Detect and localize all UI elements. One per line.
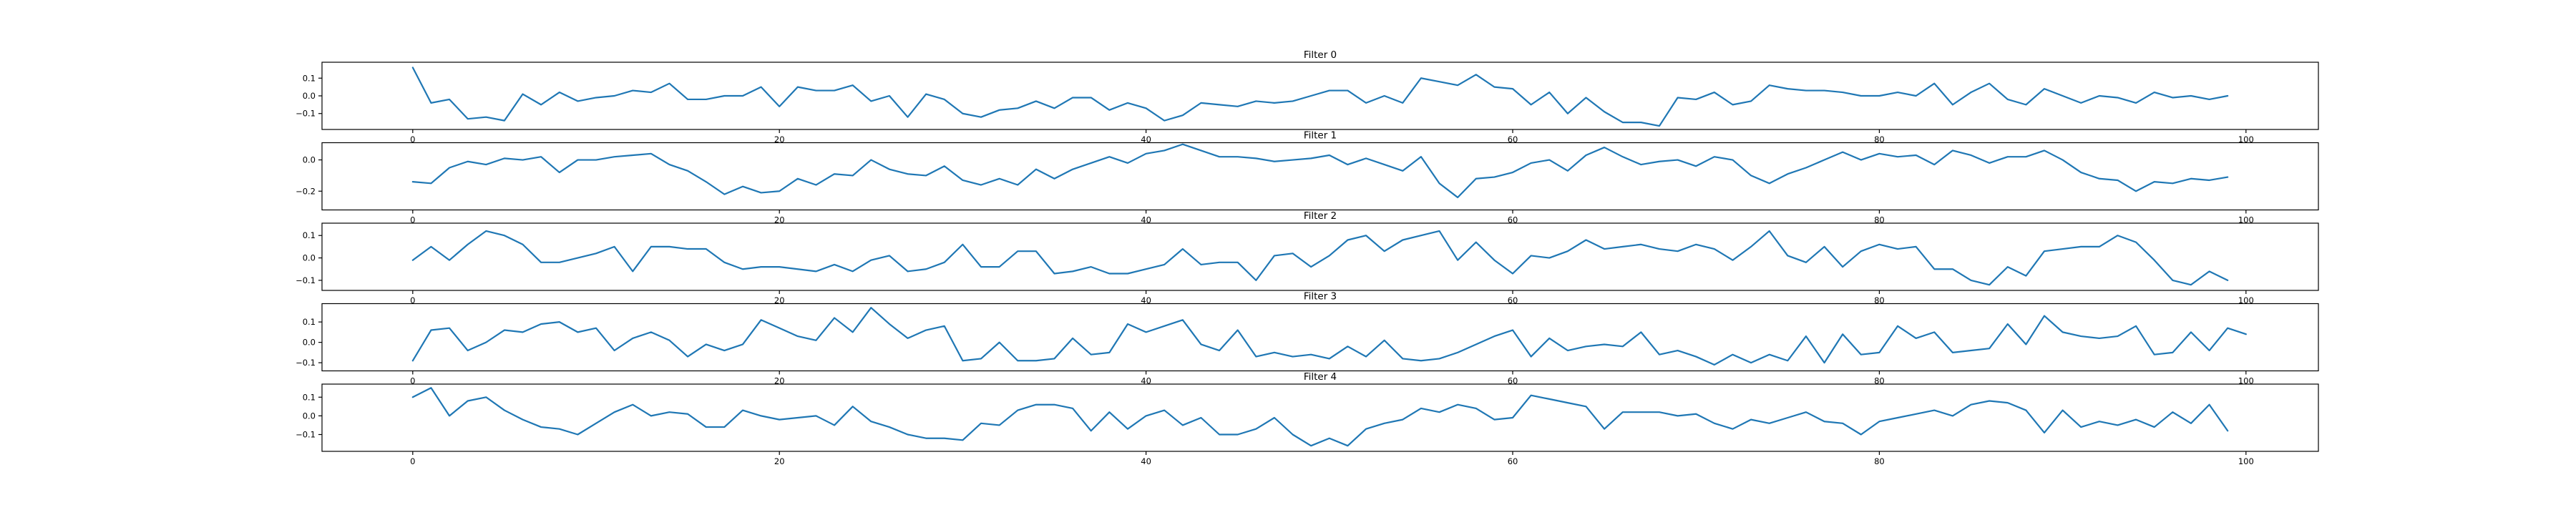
y-tick-label-0-1: 0.0 (303, 91, 316, 101)
x-tick-label-4-0: 0 (410, 456, 415, 466)
x-tick-label-3-0: 0 (410, 376, 415, 386)
x-tick-label-4-1: 20 (774, 456, 785, 466)
series-line-3-0 (411, 307, 2247, 366)
y-tick-label-1-0: 0.0 (303, 155, 316, 165)
axes-frame-1 (321, 142, 2319, 211)
x-tick-label-1-2: 40 (1141, 215, 1151, 225)
x-tick-label-3-1: 20 (774, 376, 785, 386)
y-tick-label-3-0: 0.1 (303, 317, 316, 327)
y-tick-label-2-2: −0.1 (296, 275, 316, 285)
x-tick-label-2-3: 60 (1508, 295, 1518, 305)
y-tick-label-2-0: 0.1 (303, 230, 316, 240)
series-line-4-0 (411, 387, 2229, 447)
chart-panel-3: Filter 3 0 20 40 60 80 100 0.1 0.0 −0.1 (296, 291, 2319, 386)
x-tick-label-0-1: 20 (774, 134, 785, 144)
x-tick-label-2-0: 0 (410, 295, 415, 305)
chart-title-4: Filter 4 (1304, 371, 1337, 383)
chart-panel-0: Filter 0 0 20 40 60 80 100 0.1 0.0 −0.1 (296, 49, 2319, 144)
x-tick-label-4-3: 60 (1508, 456, 1518, 466)
x-tick-label-0-2: 40 (1141, 134, 1151, 144)
chart-title-1: Filter 1 (1304, 130, 1337, 142)
x-tick-label-2-1: 20 (774, 295, 785, 305)
y-tick-label-4-1: 0.0 (303, 411, 316, 421)
x-tick-label-4-4: 80 (1874, 456, 1885, 466)
x-tick-label-2-2: 40 (1141, 295, 1151, 305)
axes-frame-2 (321, 222, 2319, 291)
y-tick-label-4-0: 0.1 (303, 392, 316, 402)
y-tick-label-0-0: 0.1 (303, 73, 316, 83)
chart-title-0: Filter 0 (1304, 49, 1337, 61)
x-tick-label-2-4: 80 (1874, 295, 1885, 305)
x-tick-label-1-4: 80 (1874, 215, 1885, 225)
y-tick-label-1-1: −0.2 (296, 186, 316, 196)
chart-title-3: Filter 3 (1304, 291, 1337, 303)
axes-frame-3 (321, 303, 2319, 372)
x-tick-label-1-1: 20 (774, 215, 785, 225)
axes-frame-0 (321, 62, 2319, 130)
series-line-0-0 (411, 67, 2229, 127)
chart-panel-2: Filter 2 0 20 40 60 80 100 0.1 0.0 −0.1 (296, 210, 2319, 305)
x-tick-label-1-5: 100 (2238, 215, 2254, 225)
x-tick-label-3-5: 100 (2238, 376, 2254, 386)
x-tick-label-1-3: 60 (1508, 215, 1518, 225)
series-line-2-0 (411, 230, 2229, 286)
x-tick-label-3-4: 80 (1874, 376, 1885, 386)
x-tick-label-3-2: 40 (1141, 376, 1151, 386)
chart-panel-1: Filter 1 0 20 40 60 80 100 0.0 −0.2 (296, 130, 2319, 225)
y-tick-label-2-1: 0.0 (303, 253, 316, 263)
x-tick-label-4-5: 100 (2238, 456, 2254, 466)
x-tick-label-0-0: 0 (410, 134, 415, 144)
x-tick-label-1-0: 0 (410, 215, 415, 225)
series-line-1-0 (411, 143, 2229, 199)
x-tick-label-3-3: 60 (1508, 376, 1518, 386)
y-tick-label-3-2: −0.1 (296, 358, 316, 368)
x-tick-label-2-5: 100 (2238, 295, 2254, 305)
x-tick-label-0-4: 80 (1874, 134, 1885, 144)
axes-frame-4 (321, 383, 2319, 452)
x-tick-label-0-5: 100 (2238, 134, 2254, 144)
chart-title-2: Filter 2 (1304, 210, 1337, 222)
x-tick-label-4-2: 40 (1141, 456, 1151, 466)
x-tick-label-0-3: 60 (1508, 134, 1518, 144)
chart-panel-4: Filter 4 0 20 40 60 80 100 0.1 0.0 −0.1 (296, 371, 2319, 466)
y-tick-label-3-1: 0.0 (303, 338, 316, 348)
y-tick-label-0-2: −0.1 (296, 109, 316, 119)
y-tick-label-4-2: −0.1 (296, 430, 316, 440)
